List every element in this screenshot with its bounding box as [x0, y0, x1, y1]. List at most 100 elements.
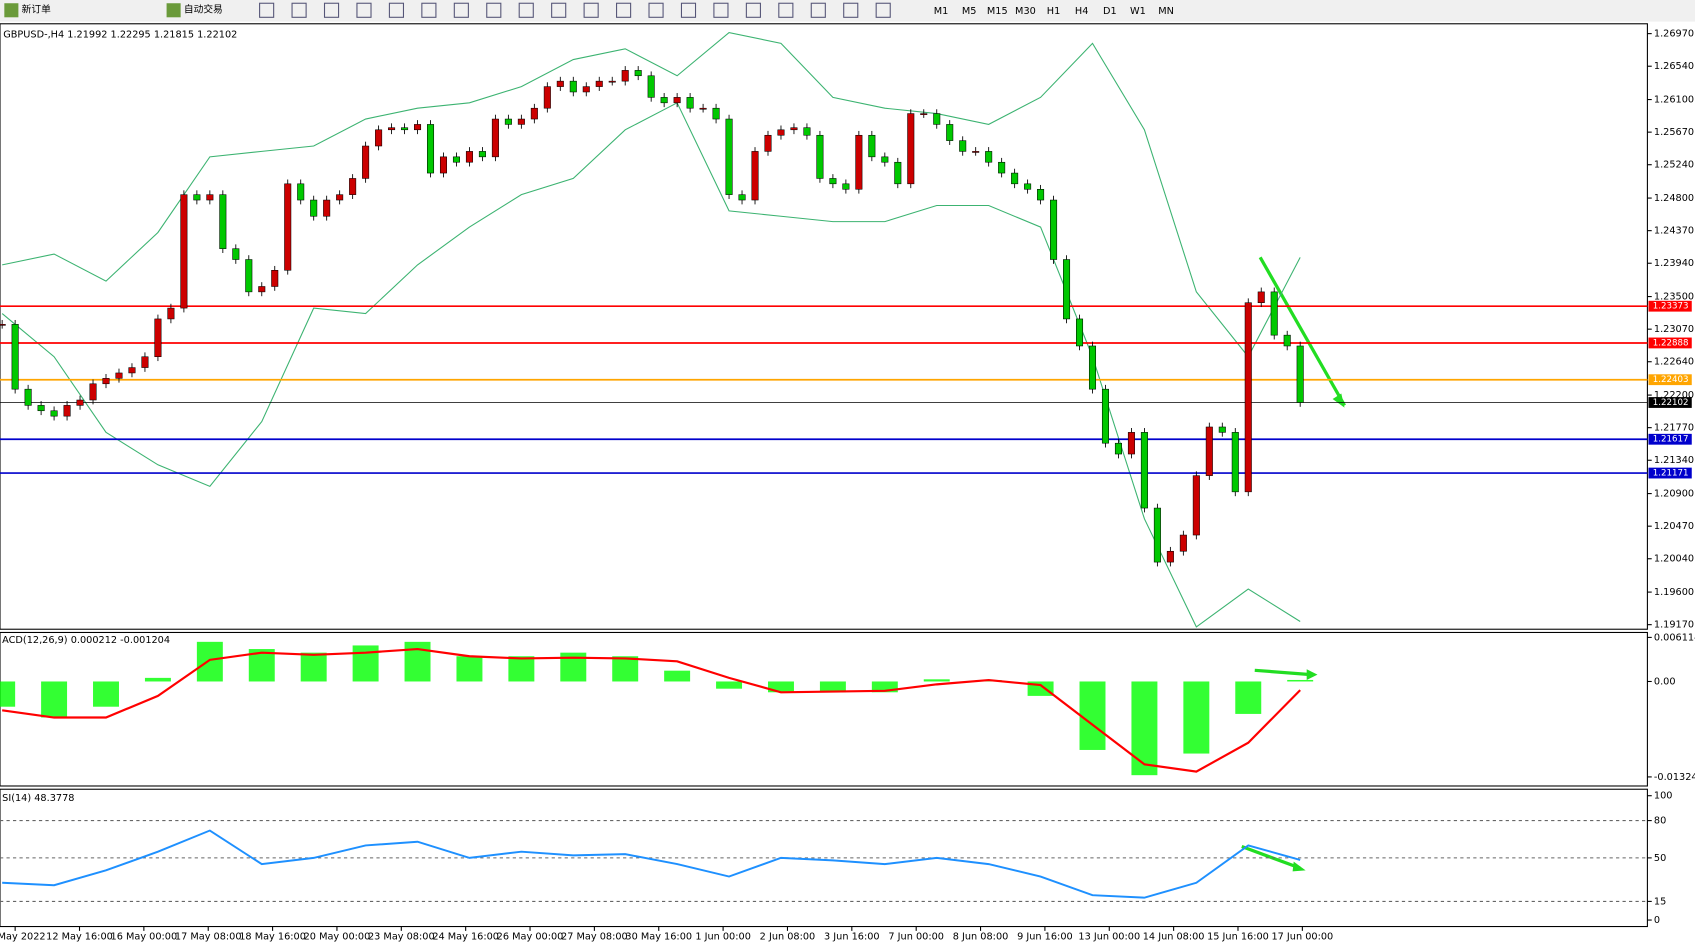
candle-body — [621, 70, 629, 82]
level-label: 1.22403 — [1653, 375, 1689, 385]
timeframe-button[interactable]: M30 — [1015, 6, 1036, 17]
candle-body — [1192, 475, 1200, 536]
timeframe-button[interactable]: MN — [1158, 6, 1174, 17]
toolbar-icon[interactable] — [356, 2, 372, 18]
timeframe-button[interactable]: M5 — [962, 6, 977, 17]
timeframe-button[interactable]: W1 — [1130, 6, 1146, 17]
toolbar-icon[interactable] — [259, 2, 275, 18]
timeframe-button[interactable]: H4 — [1075, 6, 1089, 17]
candle-body — [1088, 345, 1097, 390]
candle-body — [258, 286, 266, 293]
toolbar-icon[interactable] — [518, 2, 534, 18]
level-badge — [1648, 300, 1692, 312]
toolbar-icon[interactable] — [583, 2, 599, 18]
toolbar-icon[interactable] — [486, 2, 502, 18]
arrow-head — [1292, 861, 1306, 872]
trend-arrow — [1241, 845, 1301, 870]
macd-bar — [1131, 681, 1158, 776]
candle-body — [284, 183, 292, 271]
timeframe-button[interactable]: M15 — [987, 6, 1008, 17]
candle-body — [530, 107, 538, 120]
candle-body — [206, 194, 214, 201]
timeframe-button[interactable]: M1 — [934, 6, 949, 17]
candle-body — [141, 356, 149, 368]
y-tick-label: 1.23500 — [1654, 292, 1694, 303]
toolbar-icon[interactable] — [453, 2, 469, 18]
candle-body — [167, 307, 175, 320]
y-tick-label: 1.22200 — [1654, 390, 1694, 401]
macd-bar — [1183, 681, 1210, 754]
candle-body — [985, 151, 993, 163]
toolbar-icon[interactable] — [388, 2, 405, 18]
candle-body — [89, 383, 97, 401]
date-label: 7 Jun 00:00 — [888, 931, 944, 942]
level-badge — [1648, 374, 1692, 386]
date-label: 2 Jun 08:00 — [760, 931, 816, 942]
toolbar-icon[interactable] — [875, 2, 891, 18]
candle-body — [725, 118, 733, 195]
macd-bar — [767, 681, 794, 693]
y-tick-label: 1.26540 — [1654, 61, 1694, 72]
level-badge — [1648, 433, 1692, 445]
candle-body — [517, 118, 525, 125]
toolbar-icon[interactable] — [291, 2, 307, 18]
candle-body — [1050, 199, 1058, 260]
candle-body — [673, 97, 681, 104]
bollinger-lower — [1, 102, 1301, 628]
timeframe-button[interactable]: D1 — [1103, 6, 1117, 17]
date-label: 30 May 16:00 — [625, 931, 692, 942]
y-tick-label: 0.006114 — [1654, 632, 1695, 643]
candle-body — [1153, 507, 1161, 563]
toolbar-icon[interactable] — [323, 2, 340, 18]
candle-body — [375, 129, 383, 147]
arrow-head — [1332, 393, 1345, 408]
candle-body — [0, 324, 6, 326]
candle-body — [193, 194, 201, 201]
main-panel — [0, 23, 1648, 630]
candle-body — [751, 151, 759, 201]
toolbar-icon[interactable] — [421, 2, 437, 18]
macd-bar — [716, 681, 743, 689]
candle-body — [1011, 172, 1019, 185]
toolbar-icon[interactable] — [166, 3, 181, 18]
candle-body — [946, 124, 954, 141]
timeframe-button[interactable]: H1 — [1047, 6, 1061, 17]
macd-bar — [404, 641, 431, 682]
y-tick-label: -0.013241 — [1654, 772, 1695, 783]
toolbar-button[interactable]: 自动交易 — [184, 3, 223, 16]
toolbar-icon[interactable] — [648, 2, 664, 18]
candle-body — [933, 113, 941, 125]
bollinger-upper — [2, 31, 1301, 358]
toolbar-icon[interactable] — [680, 2, 697, 18]
macd-bar — [1287, 679, 1314, 682]
candle-body — [50, 410, 58, 417]
candle-body — [336, 194, 344, 201]
toolbar-icon[interactable] — [4, 3, 19, 18]
toolbar-button[interactable]: 新订单 — [22, 3, 51, 16]
date-label: 8 Jun 08:00 — [953, 931, 1009, 942]
candle-body — [1231, 432, 1239, 493]
toolbar-icon[interactable] — [616, 2, 632, 18]
toolbar-icon[interactable] — [745, 2, 761, 18]
y-tick-label: 80 — [1654, 816, 1666, 827]
candle-body — [569, 80, 577, 93]
toolbar-icon[interactable] — [713, 2, 729, 18]
toolbar-icon[interactable] — [551, 2, 567, 18]
y-tick-label: 1.19600 — [1654, 587, 1694, 598]
toolbar-icon[interactable] — [810, 2, 826, 18]
level-label: 1.21617 — [1653, 435, 1689, 445]
candle-body — [582, 86, 590, 93]
y-tick-label: 15 — [1654, 896, 1666, 907]
candle-body — [24, 388, 32, 406]
toolbar-icon[interactable] — [843, 2, 859, 18]
toolbar-icon[interactable] — [778, 2, 794, 18]
candle-body — [790, 127, 798, 131]
date-label: 12 May 16:00 — [46, 931, 113, 942]
candle-body — [816, 134, 824, 179]
candle-body — [803, 127, 811, 136]
trend-arrow — [1254, 668, 1312, 677]
y-tick-label: 0.00 — [1654, 676, 1676, 687]
candle-body — [738, 194, 746, 201]
candle-body — [102, 378, 110, 385]
candle-body — [686, 97, 694, 109]
